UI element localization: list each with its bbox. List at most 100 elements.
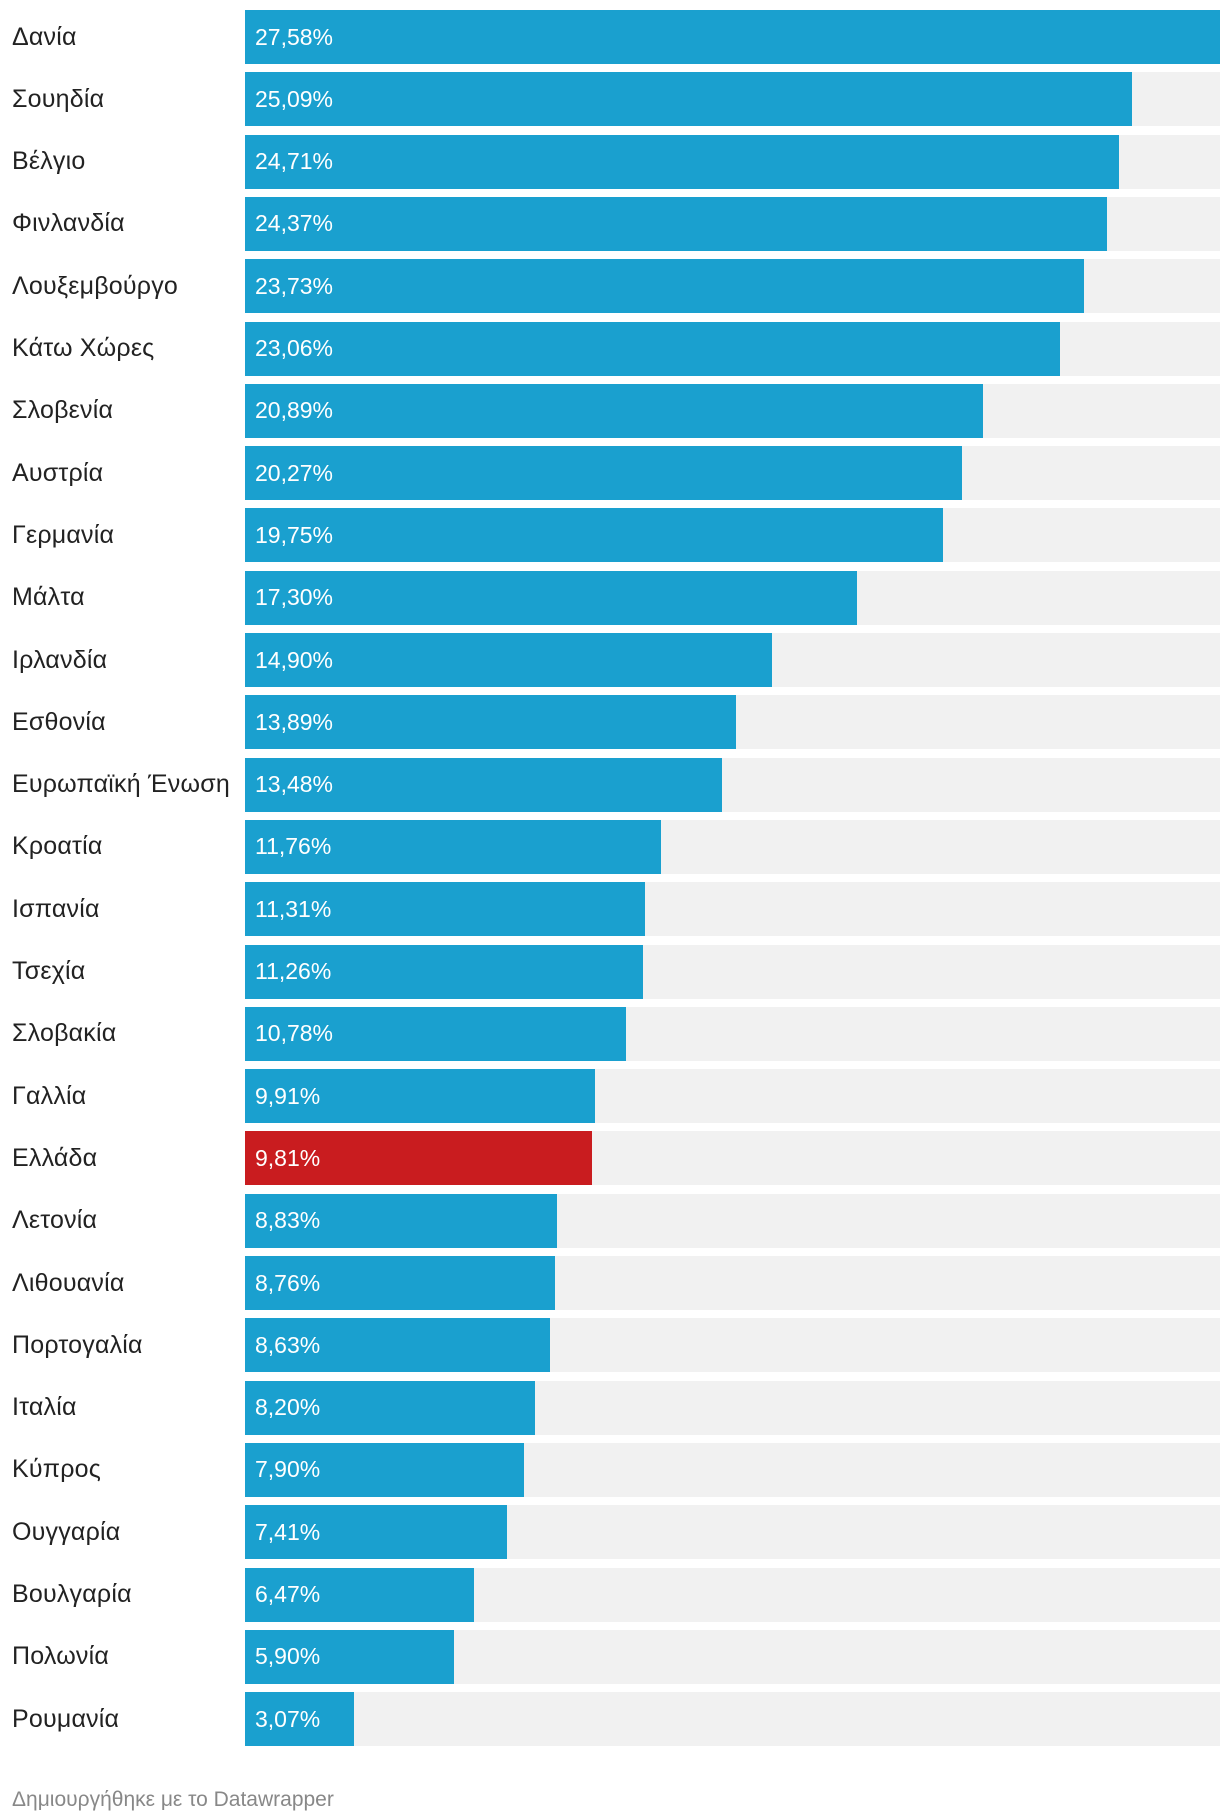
chart-row: Πολωνία 5,90%	[0, 1629, 1220, 1684]
value-label: 25,09%	[255, 85, 334, 112]
chart-row: Σλοβενία 20,89%	[0, 383, 1220, 438]
value-label: 8,63%	[255, 1331, 321, 1358]
chart-row: Αυστρία 20,27%	[0, 446, 1220, 501]
bar	[245, 383, 984, 438]
bar	[245, 1380, 535, 1435]
category-label: Εσθονία	[12, 707, 106, 736]
category-label: Λουξεμβούργο	[12, 271, 178, 300]
category-label: Λιθουανία	[12, 1268, 125, 1297]
category-label: Ιταλία	[12, 1393, 77, 1422]
chart-row: Πορτογαλία 8,63%	[0, 1318, 1220, 1373]
bar	[245, 1069, 596, 1124]
bar-track: 6,47%	[245, 1567, 1220, 1622]
value-label: 10,78%	[255, 1020, 334, 1047]
bar-track: 13,89%	[245, 695, 1220, 750]
value-label: 23,06%	[255, 335, 334, 361]
category-label: Βέλγιο	[12, 147, 86, 176]
value-label: 24,37%	[255, 210, 334, 237]
value-label: 11,26%	[255, 958, 332, 984]
chart-row: Ιρλανδία 14,90%	[0, 633, 1220, 687]
category-label: Κάτω Χώρες	[12, 334, 155, 362]
bar-track: 11,26%	[245, 944, 1220, 999]
category-label: Μάλτα	[12, 583, 85, 612]
chart-row: Βέλγιο 24,71%	[0, 134, 1220, 189]
category-label: Ουγγαρία	[12, 1517, 121, 1546]
bar-track: 7,41%	[245, 1505, 1220, 1560]
bar	[245, 944, 644, 999]
value-label: 19,75%	[255, 521, 334, 548]
value-label: 3,07%	[255, 1705, 321, 1732]
bar	[245, 446, 962, 501]
category-label: Λετονία	[12, 1206, 98, 1235]
chart-row: Εσθονία 13,89%	[0, 695, 1220, 750]
chart-row: Ρουμανία 3,07%	[0, 1692, 1220, 1747]
value-label: 20,89%	[255, 397, 334, 424]
category-label: Κροατία	[12, 832, 103, 861]
chart-row: Τσεχία 11,26%	[0, 944, 1220, 999]
chart-row: Ευρωπαϊκή Ένωση 13,48%	[0, 757, 1220, 812]
bar-track: 24,37%	[245, 196, 1220, 251]
bar-track: 19,75%	[245, 508, 1220, 563]
bar	[245, 72, 1132, 127]
bar	[245, 134, 1119, 189]
category-label: Αυστρία	[12, 458, 104, 487]
bar	[245, 1318, 551, 1373]
chart-row: Σουηδία 25,09%	[0, 72, 1220, 127]
value-label: 27,58%	[255, 23, 334, 50]
bar	[245, 1131, 592, 1186]
value-label: 14,90%	[255, 646, 334, 673]
bar-track: 7,90%	[245, 1442, 1220, 1497]
value-label: 13,89%	[255, 708, 334, 735]
chart-row: Κύπρος 7,90%	[0, 1442, 1220, 1497]
value-label: 9,81%	[255, 1144, 321, 1171]
bar-track: 13,48%	[245, 757, 1220, 812]
bar-track: 8,83%	[245, 1193, 1220, 1248]
chart-credit: Δημιουργήθηκε με το Datawrapper	[12, 1788, 334, 1811]
chart-row: Ουγγαρία 7,41%	[0, 1505, 1220, 1560]
chart-row: Σλοβακία 10,78%	[0, 1006, 1220, 1061]
bar-track: 3,07%	[245, 1692, 1220, 1747]
category-label: Σλοβενία	[12, 396, 114, 425]
chart-row: Βουλγαρία 6,47%	[0, 1567, 1220, 1622]
bar-track: 27,58%	[245, 10, 1220, 64]
chart-row: Κάτω Χώρες 23,06%	[0, 321, 1220, 376]
bar-track: 17,30%	[245, 570, 1220, 625]
value-label: 17,30%	[255, 584, 334, 611]
value-label: 7,41%	[255, 1518, 321, 1545]
category-label: Πορτογαλία	[12, 1330, 143, 1359]
category-label: Πολωνία	[12, 1642, 110, 1671]
value-label: 11,31%	[255, 895, 332, 922]
chart-row: Ιταλία 8,20%	[0, 1380, 1220, 1435]
value-label: 6,47%	[255, 1581, 321, 1607]
category-label: Γαλλία	[12, 1081, 87, 1110]
chart-row: Ελλάδα 9,81%	[0, 1131, 1220, 1186]
category-label: Τσεχία	[12, 957, 86, 985]
bar	[245, 10, 1220, 64]
category-label: Σουηδία	[12, 84, 105, 113]
bar-track: 23,06%	[245, 321, 1220, 376]
category-label: Ελλάδα	[12, 1143, 98, 1172]
chart-row: Γερμανία 19,75%	[0, 508, 1220, 563]
value-label: 20,27%	[255, 459, 334, 486]
bar	[245, 570, 857, 625]
bar	[245, 1629, 454, 1684]
value-label: 11,76%	[255, 833, 332, 860]
chart-row: Λουξεμβούργο 23,73%	[0, 259, 1220, 314]
bar	[245, 259, 1084, 314]
bar-track: 14,90%	[245, 633, 1220, 687]
bar	[245, 882, 645, 937]
category-label: Ιρλανδία	[12, 645, 108, 674]
bar	[245, 1193, 558, 1248]
bar-track: 10,78%	[245, 1006, 1220, 1061]
category-label: Σλοβακία	[12, 1019, 117, 1048]
category-label: Κύπρος	[12, 1455, 101, 1484]
value-label: 24,71%	[255, 148, 334, 175]
bar	[245, 1505, 507, 1560]
bar	[245, 321, 1061, 376]
bar-track: 11,76%	[245, 819, 1220, 874]
bar-track: 11,31%	[245, 882, 1220, 937]
value-label: 13,48%	[255, 771, 334, 798]
value-label: 7,90%	[255, 1456, 321, 1483]
bar	[245, 196, 1107, 251]
